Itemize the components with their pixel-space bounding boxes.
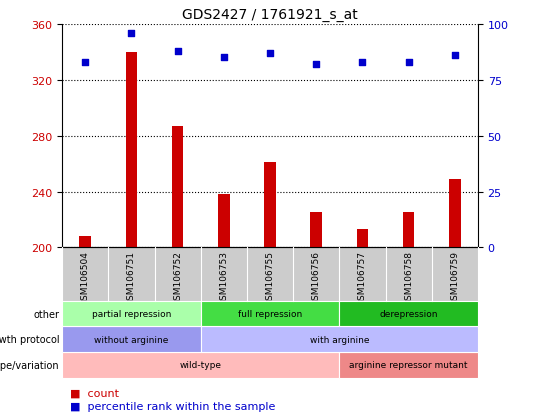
- Text: derepression: derepression: [379, 309, 438, 318]
- Text: ■  percentile rank within the sample: ■ percentile rank within the sample: [70, 401, 275, 411]
- Title: GDS2427 / 1761921_s_at: GDS2427 / 1761921_s_at: [182, 8, 358, 22]
- Text: partial repression: partial repression: [92, 309, 171, 318]
- Bar: [310, 213, 322, 248]
- Bar: [218, 195, 230, 248]
- Text: full repression: full repression: [238, 309, 302, 318]
- Text: without arginine: without arginine: [94, 335, 168, 344]
- Bar: [264, 163, 276, 248]
- Point: [266, 50, 274, 57]
- Point: [358, 59, 367, 66]
- Text: arginine repressor mutant: arginine repressor mutant: [349, 361, 468, 370]
- Bar: [356, 230, 368, 248]
- Bar: [449, 180, 461, 248]
- Point: [450, 53, 459, 59]
- Bar: [79, 237, 91, 248]
- Text: genotype/variation: genotype/variation: [0, 360, 59, 370]
- Bar: [172, 126, 184, 248]
- Bar: [126, 52, 137, 248]
- Point: [404, 59, 413, 66]
- Bar: [403, 213, 414, 248]
- Point: [173, 48, 182, 55]
- Text: with arginine: with arginine: [309, 335, 369, 344]
- Text: growth protocol: growth protocol: [0, 335, 59, 344]
- Point: [312, 62, 321, 68]
- Point: [127, 31, 136, 37]
- Text: other: other: [33, 309, 59, 319]
- Text: wild-type: wild-type: [180, 361, 222, 370]
- Point: [81, 59, 90, 66]
- Text: ■  count: ■ count: [70, 388, 119, 398]
- Point: [219, 55, 228, 62]
